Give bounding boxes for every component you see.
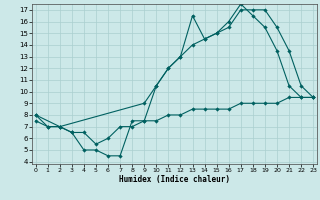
X-axis label: Humidex (Indice chaleur): Humidex (Indice chaleur) [119,175,230,184]
